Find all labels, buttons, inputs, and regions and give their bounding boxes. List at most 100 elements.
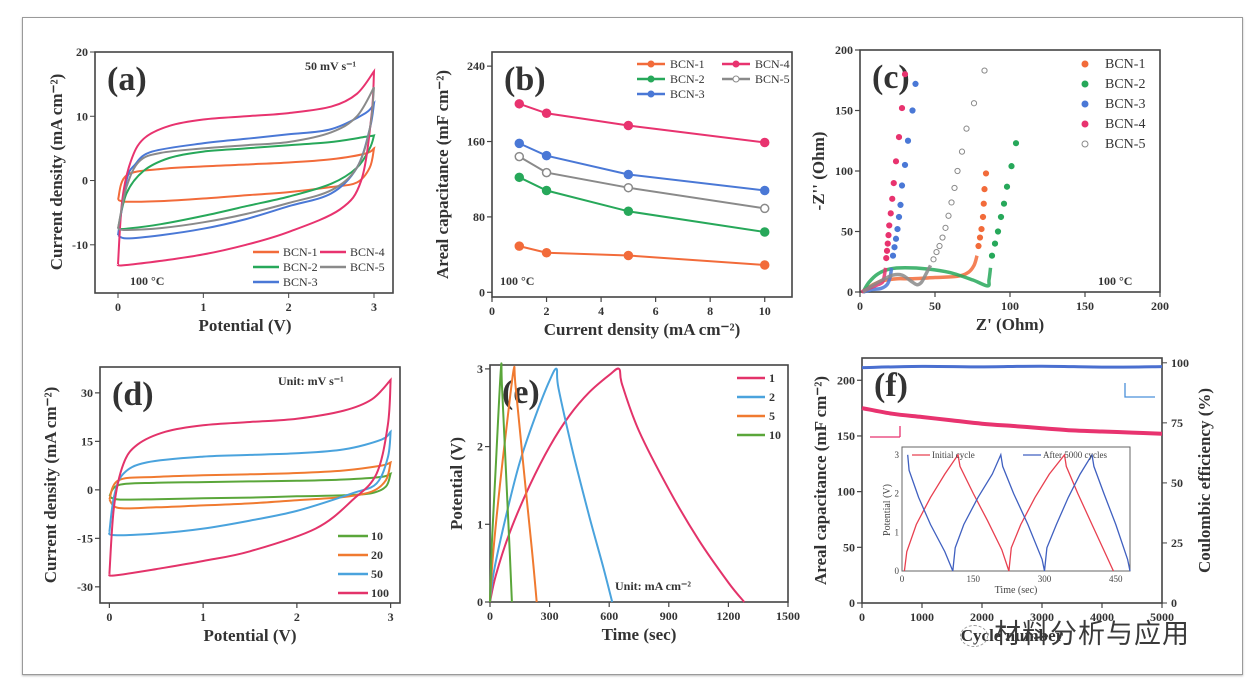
data-point bbox=[884, 240, 891, 247]
legend-label: BCN-2 bbox=[670, 72, 705, 86]
inset-y-tick-label: 2 bbox=[895, 489, 900, 499]
legend-marker bbox=[732, 60, 740, 68]
x-tick-label: 100 bbox=[1001, 299, 1019, 313]
temperature-annotation: 100 °C bbox=[1098, 274, 1132, 288]
data-point bbox=[976, 234, 984, 241]
x-tick-label: 50 bbox=[929, 299, 941, 313]
y-tick-label: 100 bbox=[835, 164, 853, 178]
data-point bbox=[623, 182, 634, 193]
x-tick-label: 4 bbox=[598, 304, 604, 318]
x-tick-label: 1200 bbox=[716, 609, 740, 623]
x-tick-label: 0 bbox=[857, 299, 863, 313]
plot-frame bbox=[99, 366, 401, 604]
data-point bbox=[889, 195, 896, 202]
inset-x-tick-label: 300 bbox=[1038, 574, 1052, 584]
line-bcn-4 bbox=[518, 102, 765, 144]
data-point bbox=[1012, 140, 1020, 147]
legend-label: 10 bbox=[371, 529, 383, 543]
data-point bbox=[883, 255, 890, 262]
y-tick-label: -30 bbox=[77, 580, 93, 594]
legend-marker bbox=[1081, 80, 1089, 88]
data-point bbox=[901, 161, 909, 169]
y-axis-label: -Z'' (Ohm) bbox=[809, 132, 828, 211]
data-point bbox=[981, 67, 988, 74]
y-tick-label: 100 bbox=[837, 485, 855, 499]
inset-y-tick-label: 3 bbox=[895, 450, 900, 460]
data-point bbox=[894, 225, 901, 233]
data-point bbox=[623, 250, 634, 261]
y-tick-label: 3 bbox=[477, 362, 483, 376]
legend-marker bbox=[1081, 100, 1089, 108]
right-axis-arrow-icon bbox=[1124, 383, 1155, 398]
y-tick-label: 0 bbox=[479, 285, 485, 299]
data-point bbox=[759, 227, 770, 237]
panel-label: (a) bbox=[107, 61, 147, 98]
legend-label: BCN-3 bbox=[1105, 97, 1145, 112]
x-axis-label: Current density (mA cm⁻²) bbox=[544, 320, 740, 339]
y-tick-label: 20 bbox=[76, 45, 88, 59]
data-point bbox=[933, 248, 940, 256]
data-point bbox=[892, 158, 900, 165]
y-tick-label: 150 bbox=[837, 429, 855, 443]
data-point bbox=[942, 224, 949, 231]
y-tick-label: 0 bbox=[847, 285, 853, 299]
legend-label: 100 bbox=[371, 586, 389, 600]
data-point bbox=[948, 199, 955, 206]
y-tick-label: 0 bbox=[82, 174, 88, 188]
data-point bbox=[945, 212, 952, 219]
data-point bbox=[912, 80, 919, 87]
watermark: 材料分析与应用 bbox=[960, 612, 1190, 651]
inset-after-cycles-line bbox=[907, 452, 1131, 572]
data-point bbox=[930, 256, 937, 263]
data-point bbox=[981, 186, 988, 193]
x-tick-label: 3000 bbox=[1030, 610, 1054, 624]
x-tick-label: 600 bbox=[600, 609, 618, 623]
cv-curve-bcn-1 bbox=[117, 146, 376, 203]
cv-curve-bcn-5 bbox=[117, 86, 375, 232]
data-point bbox=[759, 203, 770, 214]
data-point bbox=[988, 252, 996, 259]
data-point bbox=[890, 180, 897, 187]
legend-label: BCN-4 bbox=[1105, 117, 1145, 132]
data-point bbox=[514, 241, 525, 251]
y-tick-label: 240 bbox=[467, 59, 485, 73]
legend-marker bbox=[732, 75, 740, 83]
data-point bbox=[1003, 183, 1011, 190]
inset-legend-label: After 5000 cycles bbox=[1043, 450, 1107, 460]
y-right-axis-label: Coulombic efficiency (%) bbox=[1195, 388, 1214, 573]
x-tick-label: 200 bbox=[1151, 299, 1169, 313]
gcd-curve-1 bbox=[489, 367, 746, 603]
x-tick-label: 2 bbox=[544, 304, 550, 318]
legend-label: BCN-5 bbox=[755, 72, 790, 86]
x-tick-label: 10 bbox=[759, 304, 771, 318]
data-point bbox=[970, 100, 978, 107]
panel-label: (c) bbox=[872, 59, 910, 96]
inset-x-axis-label: Time (sec) bbox=[995, 585, 1038, 596]
y-tick-label: 1 bbox=[477, 517, 483, 531]
legend-label: BCN-4 bbox=[350, 245, 385, 259]
data-point bbox=[963, 125, 970, 132]
panel-c: 0 50 100 150 200 0 50 100 150 200 Z' (Ohm) -Z'' (Oh… bbox=[809, 43, 1169, 334]
legend-label: BCN-2 bbox=[1105, 77, 1145, 92]
x-tick-label: 3 bbox=[388, 610, 394, 624]
x-axis-label: Potential (V) bbox=[203, 626, 296, 645]
legend-label: BCN-1 bbox=[283, 245, 318, 259]
inset-x-tick-label: 450 bbox=[1109, 574, 1123, 584]
legend-label: BCN-3 bbox=[670, 87, 705, 101]
legend-label: 50 bbox=[371, 567, 383, 581]
cv-curve-100 bbox=[108, 377, 392, 577]
panel-label: (b) bbox=[504, 61, 546, 98]
y-tick-label: -10 bbox=[72, 238, 88, 252]
cv-curve-20 bbox=[108, 460, 393, 510]
data-point bbox=[623, 169, 634, 180]
legend-label: 5 bbox=[769, 409, 775, 423]
data-point bbox=[887, 210, 894, 217]
data-point bbox=[885, 232, 892, 239]
x-axis-label: Potential (V) bbox=[198, 316, 291, 335]
x-tick-label: 0 bbox=[859, 610, 865, 624]
data-point bbox=[975, 242, 982, 250]
x-tick-label: 1 bbox=[200, 610, 206, 624]
data-point bbox=[541, 247, 552, 258]
inset-y-tick-label: 1 bbox=[895, 527, 900, 537]
panel-d: 0 1 2 3 -30 -15 0 15 30 Potential (V) Current dens… bbox=[41, 366, 401, 645]
